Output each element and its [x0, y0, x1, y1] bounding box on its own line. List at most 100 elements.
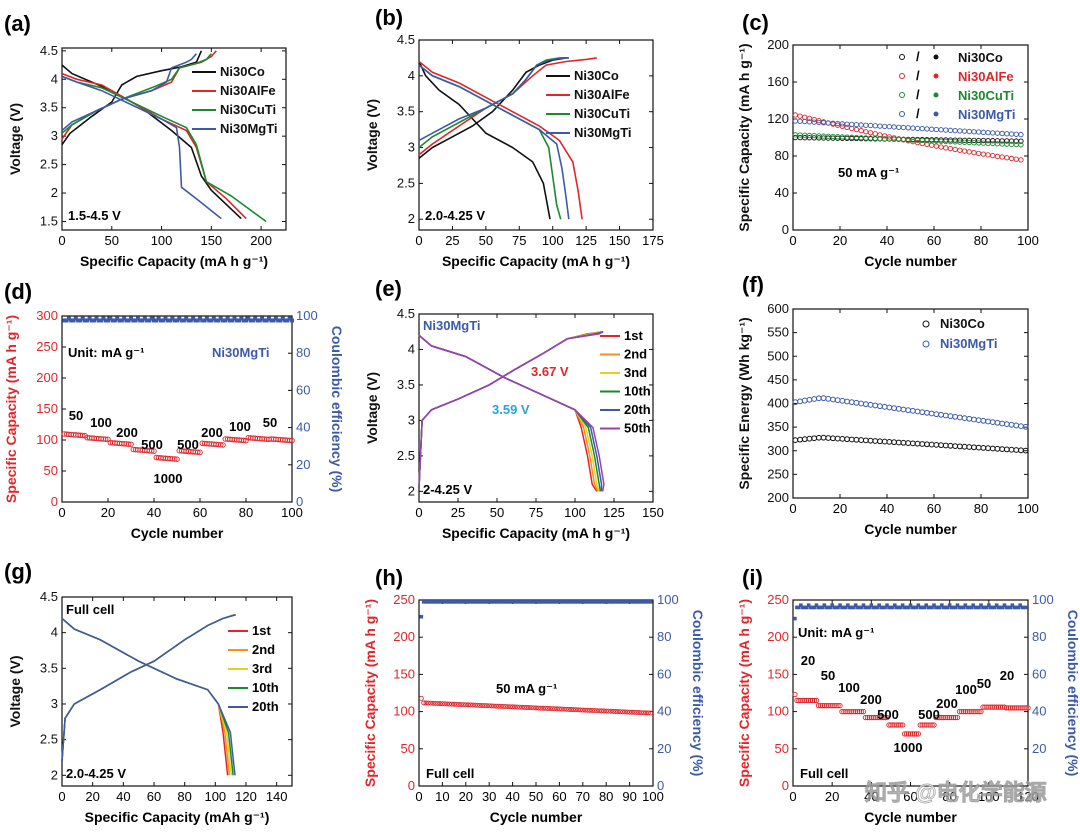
data-point: [952, 413, 959, 420]
efficiency-point: [988, 605, 993, 610]
y2-axis-label: Coulombic efficiency (%): [690, 610, 706, 776]
data-point: [839, 123, 845, 129]
efficiency-point: [588, 600, 592, 604]
data-point: [985, 152, 991, 158]
capacity-point: [624, 709, 630, 715]
y-tick-label: 0: [408, 778, 415, 793]
y-tick-label: 3.5: [397, 377, 415, 392]
x-tick-label: 60: [552, 789, 566, 804]
rate-label: 200: [201, 425, 223, 440]
capacity-point: [1017, 705, 1023, 711]
rate-label: 100: [229, 419, 251, 434]
efficiency-point: [808, 605, 813, 610]
legend-label: Ni30MgTi: [220, 121, 278, 136]
data-point: [910, 139, 916, 145]
efficiency-point: [926, 605, 930, 610]
data-point: [882, 123, 888, 130]
efficiency-point: [847, 605, 852, 610]
data-point: [825, 120, 831, 126]
data-point: [990, 152, 996, 159]
efficiency-point: [147, 318, 152, 323]
capacity-point: [864, 714, 871, 721]
efficiency-point: [947, 603, 952, 608]
efficiency-point: [889, 605, 893, 610]
capacity-point: [988, 704, 994, 710]
data-point: [858, 400, 865, 407]
capacity-point: [418, 695, 424, 701]
data-point: [835, 122, 841, 128]
data-point: [1022, 423, 1029, 430]
series-line-charge: [418, 57, 567, 159]
data-point: [1018, 138, 1024, 144]
efficiency-point: [536, 600, 541, 604]
efficiency-point: [826, 605, 831, 610]
capacity-point: [901, 731, 908, 737]
data-point: [853, 126, 860, 133]
efficiency-point: [562, 600, 566, 604]
capacity-point: [217, 442, 224, 448]
efficiency-point: [644, 600, 648, 604]
series-line-discharge: [61, 75, 222, 220]
legend-label: Ni30Co: [574, 68, 619, 83]
x-tick-label: 20: [825, 789, 839, 804]
efficiency-point: [625, 600, 630, 604]
capacity-point: [453, 701, 459, 707]
capacity-point: [813, 697, 820, 704]
capacity-point: [794, 697, 800, 704]
data-point: [909, 407, 916, 414]
x-tick-label: 0: [58, 789, 65, 804]
capacity-point: [470, 702, 476, 708]
x-tick-label: 80: [974, 233, 988, 248]
efficiency-point: [871, 605, 876, 610]
y-tick-label: 50: [401, 741, 415, 756]
capacity-point: [148, 448, 155, 454]
efficiency-point: [941, 605, 946, 610]
panel-c: (c) 0 20 40 60 80 100 0 40 80 120 160 200 Cycle numbe…: [736, 10, 1039, 269]
data-point: [1008, 131, 1015, 137]
efficiency-point: [975, 605, 979, 610]
series-line-charge: [418, 57, 597, 156]
data-point: [1004, 155, 1010, 161]
y-tick-label: 120: [767, 111, 789, 126]
capacity-point: [809, 697, 816, 704]
efficiency-point: [496, 600, 501, 604]
efficiency-point: [112, 318, 117, 323]
efficiency-point: [963, 603, 968, 608]
efficiency-point: [145, 318, 150, 323]
x-axis-label: Cycle number: [864, 253, 957, 269]
data-point: [952, 146, 958, 153]
efficiency-point: [865, 605, 870, 610]
rate-label: 500: [877, 707, 899, 722]
efficiency-point: [981, 605, 985, 610]
capacity-point: [521, 704, 527, 710]
x-tick-label: 60: [927, 233, 941, 248]
efficiency-point: [945, 605, 950, 610]
efficiency-point: [883, 605, 887, 610]
capacity-point: [458, 702, 464, 708]
panel-label: (e): [375, 276, 402, 301]
efficiency-point: [131, 318, 136, 323]
capacity-point: [437, 701, 443, 707]
efficiency-point: [255, 318, 260, 323]
efficiency-point: [1006, 605, 1011, 610]
data-point: [961, 415, 968, 422]
efficiency-point: [431, 600, 435, 604]
y-tick-label: 2.5: [40, 732, 58, 747]
legend-marker: [922, 320, 930, 328]
efficiency-point: [186, 318, 191, 323]
efficiency-point: [828, 605, 833, 610]
capacity-point: [197, 449, 203, 456]
capacity-point: [948, 714, 955, 721]
data-point: [792, 132, 798, 138]
efficiency-point: [248, 318, 253, 323]
legend-label: Ni30AlFe: [574, 87, 630, 102]
y-tick-label: 4: [51, 625, 58, 640]
efficiency-point: [840, 605, 844, 610]
efficiency-point: [569, 600, 573, 604]
y2-axis-label: Coulombic efficiency (%): [329, 326, 345, 492]
data-point: [858, 437, 865, 443]
efficiency-point: [836, 605, 840, 610]
legend-label: Ni30MgTi: [940, 336, 998, 351]
x-tick-label: 100: [1017, 501, 1039, 516]
efficiency-point: [859, 605, 864, 610]
